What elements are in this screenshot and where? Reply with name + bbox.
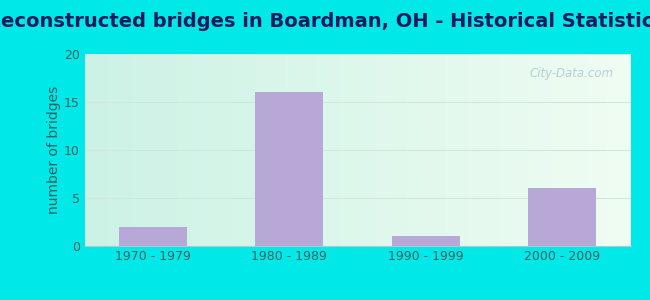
Text: Reconstructed bridges in Boardman, OH - Historical Statistics: Reconstructed bridges in Boardman, OH - …: [0, 12, 650, 31]
Bar: [528, 188, 597, 246]
Bar: [255, 92, 324, 246]
Bar: [118, 227, 187, 246]
Bar: [391, 236, 460, 246]
Text: City-Data.com: City-Data.com: [530, 68, 614, 80]
Y-axis label: number of bridges: number of bridges: [47, 86, 61, 214]
